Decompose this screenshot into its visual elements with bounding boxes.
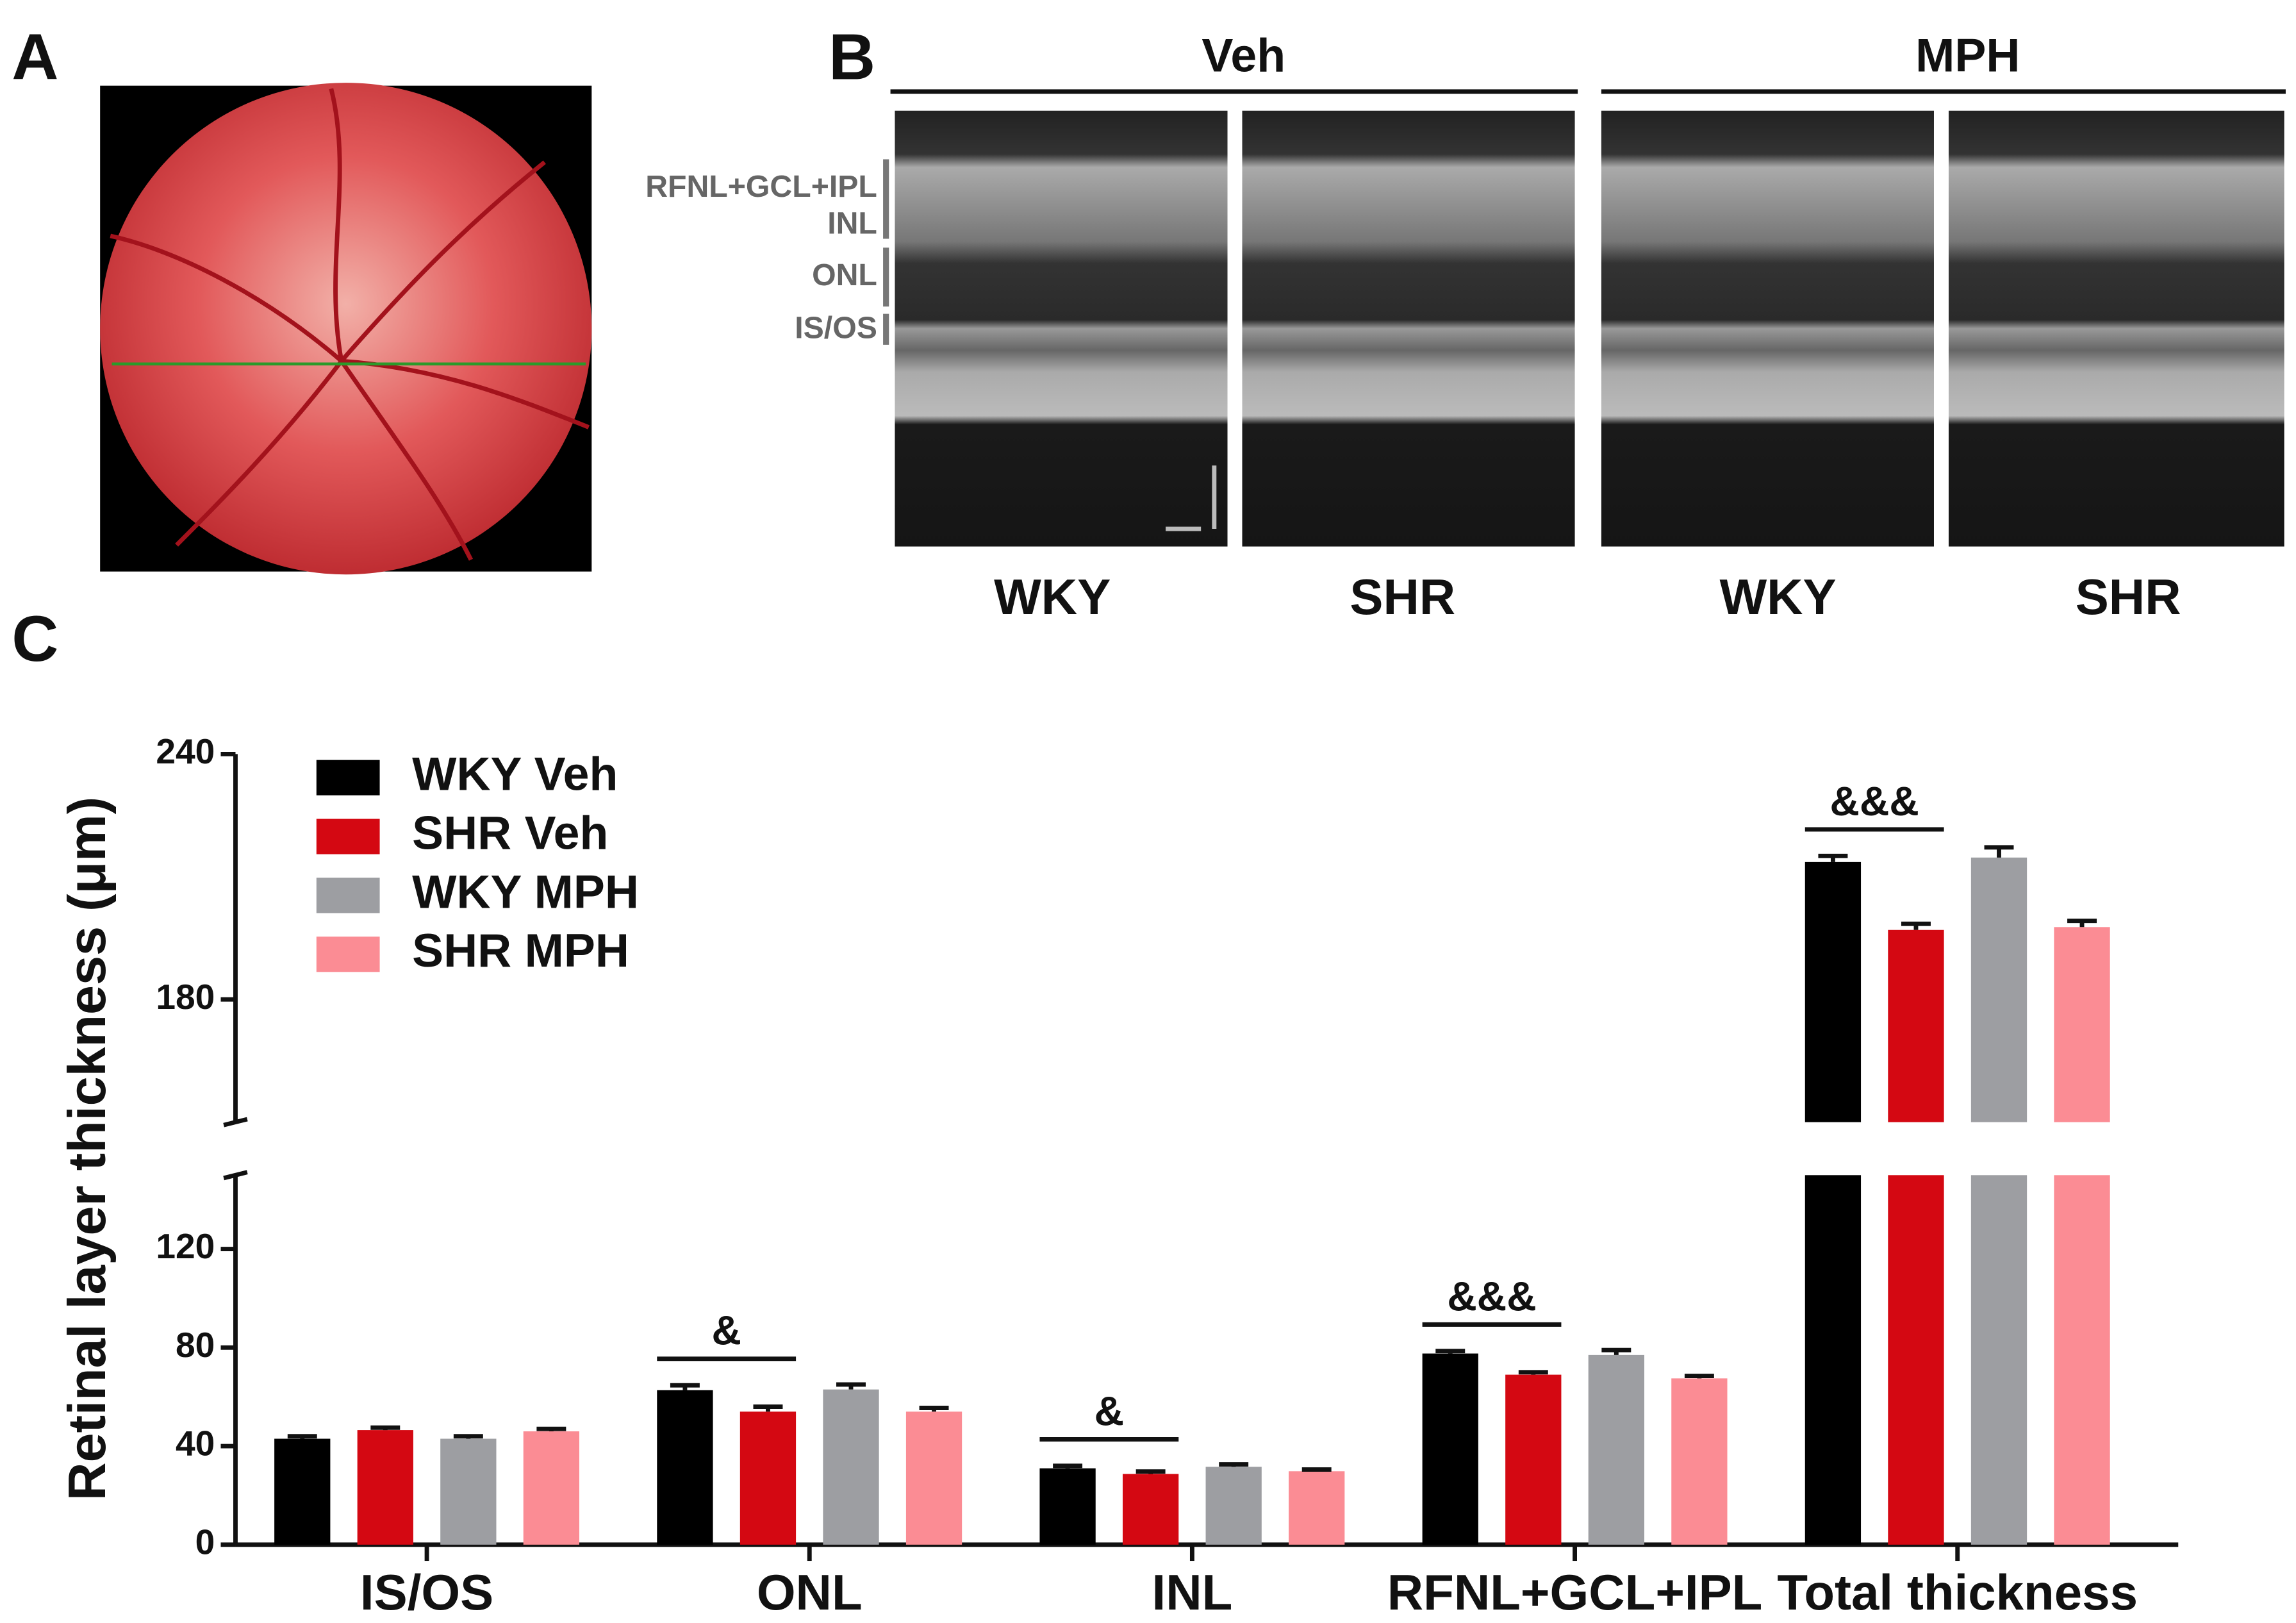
layer-label: ONL [812,258,877,292]
bar [1970,1175,2028,1545]
bar [1888,1175,1944,1545]
bar [1422,1353,1478,1545]
panel-label: A [12,22,58,94]
error-bar [1818,853,1848,862]
layer-label: IS/OS [795,311,877,345]
group-label: MPH [1915,29,2020,82]
layer-label: INL [827,206,877,241]
y-tick-label: 0 [195,1522,215,1561]
oct-image [1601,110,1934,547]
x-tick-label: INL [1152,1564,1233,1620]
error-bar [1684,1374,1714,1379]
bar [823,1389,879,1545]
error-bar [1053,1463,1083,1469]
bar [357,1430,413,1545]
error-bar [836,1382,866,1390]
error-bar [670,1383,700,1390]
oct-image [1242,110,1575,547]
legend-label: SHR MPH [412,924,629,977]
bar [1888,929,1944,1122]
significance-label: & [1094,1388,1124,1434]
legend-label: SHR Veh [412,806,608,859]
y-tick-label: 40 [176,1424,215,1463]
x-tick-label: RFNL+GCL+IPL [1387,1564,1763,1620]
bar [739,1411,797,1545]
error-bar [2067,919,2097,928]
vessels [110,88,590,561]
layer-label: RFNL+GCL+IPL [645,169,877,204]
bar [1289,1471,1345,1545]
fundus-image [100,83,592,575]
bar [1805,1175,1862,1545]
legend-swatch [316,878,380,913]
error-bar [1518,1370,1548,1375]
significance-label: &&& [1447,1273,1536,1319]
bar [1588,1354,1644,1545]
bar [1805,861,1862,1122]
x-tick-label: IS/OS [360,1564,493,1620]
legend-label: WKY Veh [412,747,618,801]
error-bar [453,1434,483,1439]
error-bar [753,1404,783,1412]
panel-label: C [12,603,58,675]
y-axis-label: Retinal layer thickness (μm) [57,797,117,1501]
bar [1970,857,2028,1122]
error-bar [1136,1469,1166,1474]
y-tick-label: 80 [176,1325,215,1365]
error-bar [1984,845,2014,858]
column-label: SHR [2076,569,2181,625]
y-tick-label: 120 [156,1226,215,1266]
oct-image [1948,110,2284,547]
group-label: Veh [1202,29,1285,82]
bar [2054,927,2110,1122]
bar [523,1431,580,1545]
scale-bar [1166,465,1217,531]
axis-break [223,1117,248,1128]
bar [1205,1467,1262,1545]
bar [1039,1468,1096,1545]
error-bar [287,1434,317,1439]
error-bar [919,1406,949,1412]
error-bar [1435,1349,1466,1354]
column-label: WKY [1719,569,1836,625]
x-tick-label: ONL [757,1564,863,1620]
bar [1505,1374,1562,1545]
error-bar [1901,921,1931,930]
panel-label: B [829,22,875,94]
error-bar [1301,1467,1332,1472]
error-bar [1219,1462,1249,1467]
y-tick-label: 180 [156,977,215,1017]
significance-label: & [711,1308,741,1354]
column-label: SHR [1350,569,1455,625]
legend-swatch [316,936,380,972]
oct-image [895,110,1228,547]
y-tick-label: 240 [156,731,215,771]
legend-swatch [316,760,380,795]
bar [2054,1175,2110,1545]
bar [905,1411,962,1545]
error-bar [370,1425,401,1431]
error-bar [1601,1347,1631,1355]
bar [274,1438,331,1545]
legend-label: WKY MPH [412,865,639,918]
bar [440,1438,497,1545]
axis-break [223,1170,248,1181]
error-bar [536,1426,566,1432]
column-label: WKY [994,569,1111,625]
bar [657,1390,713,1545]
x-tick-label: Total thickness [1777,1564,2138,1620]
legend-swatch [316,819,380,854]
bar [1671,1378,1728,1545]
significance-label: &&& [1830,778,1919,824]
bar [1122,1474,1179,1545]
